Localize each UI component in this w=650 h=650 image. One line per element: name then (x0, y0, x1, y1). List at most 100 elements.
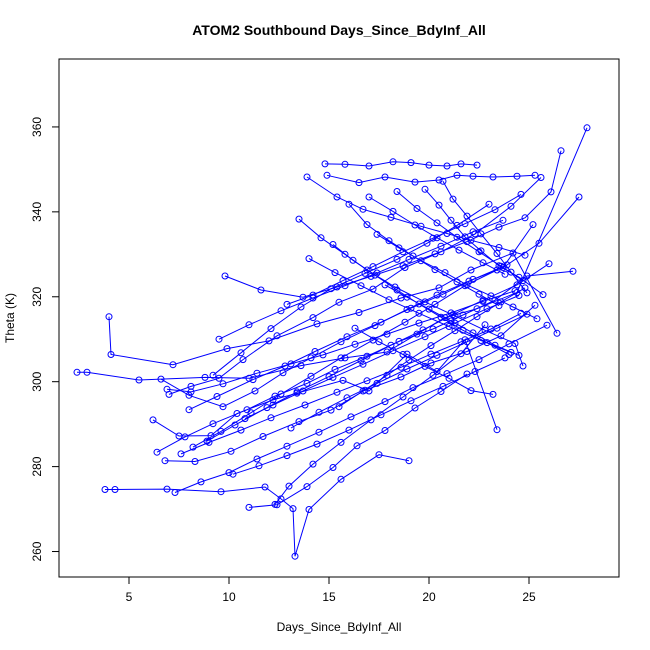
y-tick-label: 360 (30, 117, 44, 137)
data-point (491, 206, 499, 214)
data-point (521, 214, 529, 222)
data-point (433, 291, 441, 299)
data-point (251, 387, 259, 395)
data-point (501, 270, 509, 278)
data-point (279, 369, 287, 377)
data-point (453, 171, 461, 179)
data-point (583, 124, 591, 132)
data-point (479, 259, 487, 267)
series-line (105, 454, 410, 557)
data-point (489, 173, 497, 181)
data-point (333, 193, 341, 201)
data-point (239, 356, 247, 364)
data-point (483, 305, 491, 313)
data-point (389, 158, 397, 166)
data-point (271, 500, 279, 508)
data-point (411, 404, 419, 412)
x-tick-label: 15 (322, 590, 336, 604)
data-point (375, 338, 383, 346)
data-point (469, 329, 477, 337)
data-point (421, 298, 429, 306)
series-line (368, 196, 506, 275)
series-line (156, 270, 574, 453)
data-point (373, 269, 381, 277)
data-point (455, 246, 463, 254)
data-point (359, 387, 367, 395)
data-point (485, 200, 493, 208)
data-point (135, 376, 143, 384)
series-28 (189, 266, 501, 451)
data-point (277, 390, 285, 398)
data-point (277, 307, 285, 315)
data-point (433, 368, 441, 375)
data-point (453, 233, 461, 241)
data-point (285, 482, 293, 490)
data-point (429, 325, 437, 333)
data-point (507, 268, 515, 276)
data-point (513, 281, 521, 289)
data-point (463, 370, 471, 378)
data-point (311, 348, 319, 355)
data-point (489, 390, 497, 398)
series-29 (163, 287, 519, 396)
data-point (335, 298, 343, 306)
data-point (273, 332, 281, 340)
data-point (217, 427, 225, 435)
series-line (376, 233, 538, 320)
data-point (557, 147, 565, 155)
data-point (331, 269, 339, 277)
data-point (327, 406, 335, 414)
data-point (433, 219, 441, 227)
data-point (515, 292, 523, 299)
data-point (433, 351, 441, 359)
data-point (315, 408, 323, 416)
data-point (345, 200, 353, 208)
data-point (355, 179, 363, 187)
series-line (348, 203, 500, 307)
data-point (219, 403, 227, 411)
series-line (166, 290, 516, 393)
series-line (286, 193, 522, 305)
data-point (347, 413, 355, 421)
y-axis: 260 280 300 320 340 360 (30, 117, 60, 562)
data-point (319, 351, 327, 359)
data-point (475, 290, 483, 298)
data-point (481, 321, 489, 329)
data-point (515, 351, 523, 359)
data-point (315, 428, 323, 436)
data-point (291, 552, 299, 560)
data-point (399, 262, 407, 270)
data-point (449, 195, 457, 203)
x-tick-label: 20 (422, 590, 436, 604)
data-point (301, 401, 309, 409)
data-point (317, 234, 325, 242)
data-point (493, 266, 501, 274)
data-point (249, 376, 257, 384)
series-26 (373, 230, 541, 323)
data-point (341, 282, 349, 290)
data-point (171, 489, 179, 496)
data-point (575, 193, 583, 201)
data-point (375, 451, 383, 459)
data-point (415, 309, 423, 317)
data-point (101, 486, 109, 493)
data-point (473, 305, 481, 313)
data-point (441, 269, 449, 277)
data-point (495, 244, 503, 251)
data-point (411, 221, 419, 229)
data-point (445, 374, 453, 382)
series-line (164, 304, 536, 463)
data-point (421, 333, 429, 341)
series-36 (439, 177, 531, 297)
data-point (351, 340, 359, 348)
data-point (501, 354, 509, 362)
data-point (343, 394, 351, 402)
data-point (399, 351, 407, 358)
series-line (298, 218, 524, 367)
data-point (451, 319, 459, 327)
data-point (463, 212, 471, 220)
data-point (449, 311, 457, 319)
series-line (354, 327, 494, 395)
data-point (403, 293, 411, 301)
